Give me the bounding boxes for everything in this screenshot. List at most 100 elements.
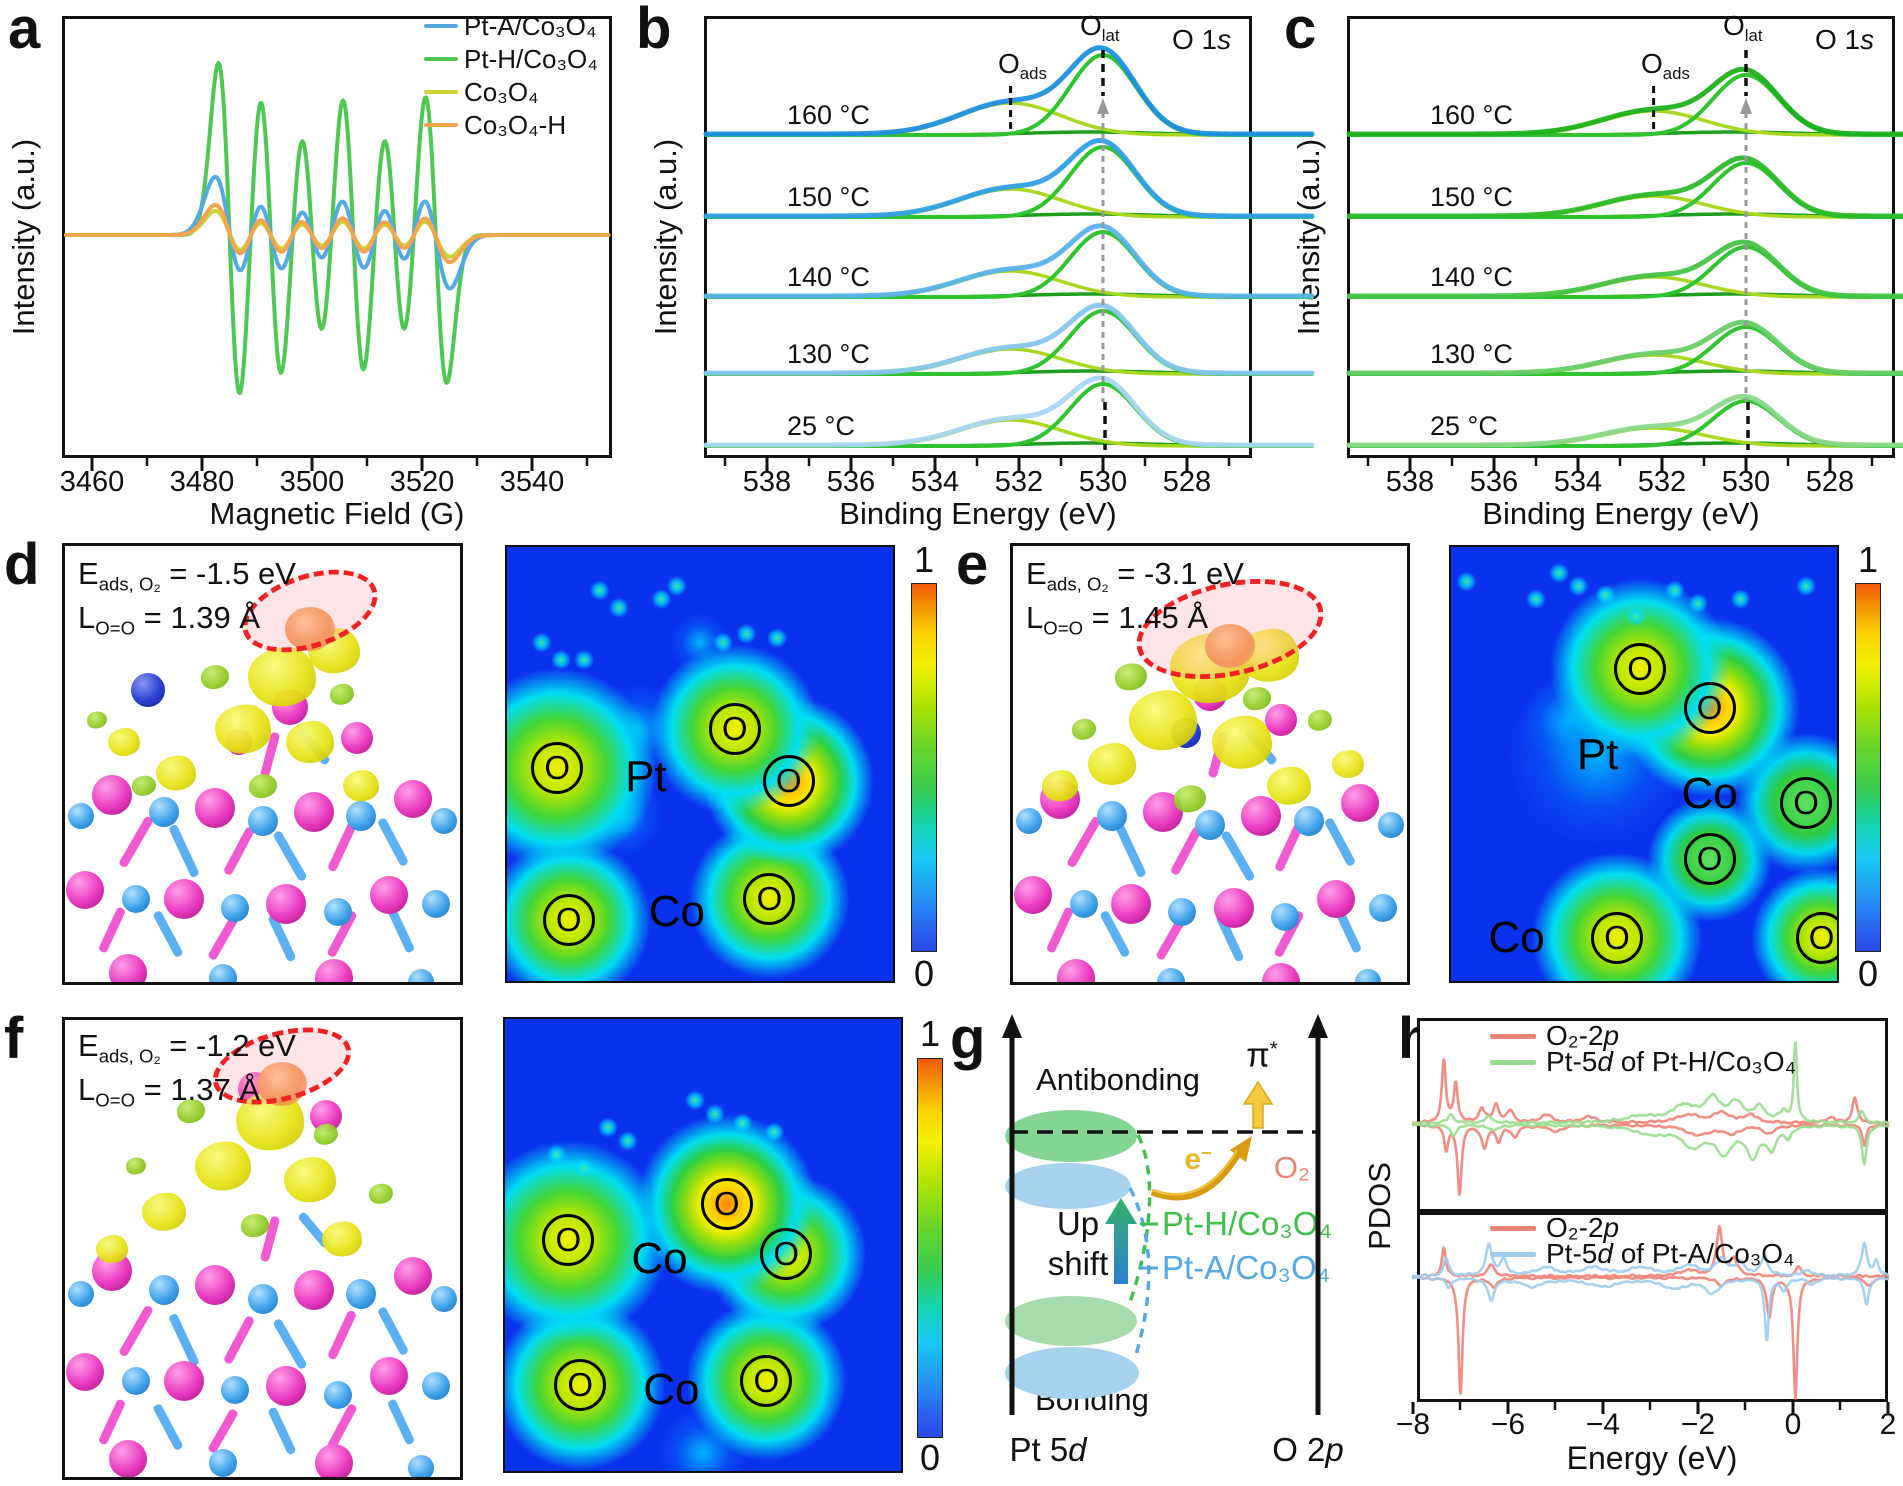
colorbar-min-label: 0 xyxy=(913,953,935,994)
charge-depletion-isosurface xyxy=(1243,686,1272,711)
panel-a-tick-label: 3460 xyxy=(59,466,125,498)
panel-e-charge-density-map: O O O O O O Pt Co Co xyxy=(1449,545,1839,983)
bond-stick xyxy=(222,826,255,877)
bond-stick xyxy=(151,1402,184,1451)
cobalt-blue-atom xyxy=(1096,801,1127,832)
charge-depletion-isosurface xyxy=(86,711,107,729)
up-shift-label-line1: Up xyxy=(1056,1205,1100,1242)
bond-stick xyxy=(207,1408,239,1455)
o2-label: O₂ xyxy=(1273,1150,1311,1185)
legend-item-label: Co₃O₄ xyxy=(464,77,539,107)
panel-b-tick-label: 534 xyxy=(910,466,960,498)
legend-line-swatch xyxy=(424,90,458,94)
pt-h-level-label: Pt-H/Co₃O₄ xyxy=(1162,1205,1332,1242)
element-label: Pt xyxy=(1576,730,1619,780)
colorbar-min-label: 0 xyxy=(919,1437,941,1478)
charge-depletion-isosurface xyxy=(1308,710,1333,731)
cobalt-blue-atom xyxy=(431,1285,458,1312)
panel-h-tick-label: 0 xyxy=(1784,1408,1802,1441)
panel-h-tick-label: −6 xyxy=(1490,1408,1526,1441)
cobalt-blue-atom xyxy=(407,969,434,982)
atom-circle-label: O xyxy=(700,1178,753,1231)
bond-stick xyxy=(1323,817,1357,868)
cobalt-blue-atom xyxy=(1168,898,1197,927)
atom-circle-label: O xyxy=(531,742,584,795)
legend-line-swatch xyxy=(1490,1060,1536,1065)
cobalt-blue-atom xyxy=(209,1449,237,1477)
panel-h-tick-label: 2 xyxy=(1879,1408,1897,1441)
legend-line-swatch xyxy=(424,57,458,61)
temperature-label: 140 °C xyxy=(1430,262,1513,292)
cobalt-magenta-atom xyxy=(195,787,236,828)
cobalt-blue-atom xyxy=(67,803,94,830)
charge-accumulation-isosurface xyxy=(1331,750,1364,778)
cobalt-magenta-atom xyxy=(1261,963,1300,982)
bond-stick xyxy=(267,1406,297,1456)
bond-stick xyxy=(118,1304,154,1358)
panel-c-tick-label: 534 xyxy=(1553,466,1603,498)
bond-stick xyxy=(1219,829,1256,882)
panel-letter-f: f xyxy=(4,1006,24,1071)
bond-length-value: LO=O = 1.39 Å xyxy=(78,600,261,639)
cobalt-magenta-atom xyxy=(163,1361,204,1402)
cobalt-blue-atom xyxy=(148,796,179,827)
pt-h-bonding-band xyxy=(1005,1296,1137,1346)
cobalt-magenta-atom xyxy=(266,1365,307,1406)
adsorbed-o2-molecule xyxy=(1204,624,1255,669)
charge-depletion-isosurface xyxy=(1174,785,1207,813)
up-shift-label-line2: shift xyxy=(1047,1245,1109,1282)
panel-c-y-axis-label: Intensity (a.u.) xyxy=(1291,138,1326,336)
atom-circle-label: O xyxy=(1683,833,1736,886)
panel-c-plot-box xyxy=(1347,16,1895,458)
charge-accumulation-isosurface xyxy=(343,770,380,802)
cobalt-blue-atom xyxy=(407,1454,434,1477)
cobalt-magenta-atom xyxy=(393,779,432,818)
atom-circle-label: O xyxy=(542,894,595,947)
charge-accumulation-isosurface xyxy=(141,1192,186,1232)
eads-value: Eads, O₂ = -3.1 eV xyxy=(1026,556,1244,595)
legend-item-label: O₂-2p xyxy=(1546,1212,1620,1243)
element-label: Co xyxy=(1681,769,1738,819)
cobalt-blue-atom xyxy=(148,1274,179,1305)
charge-accumulation-isosurface xyxy=(1087,743,1136,785)
panel-b-tick-label: 528 xyxy=(1162,466,1212,498)
o1s-label: O 1s xyxy=(1172,24,1232,55)
atom-circle-label: O xyxy=(1683,681,1736,734)
temperature-label: 140 °C xyxy=(787,262,870,292)
colorbar-max-label: 1 xyxy=(913,539,935,580)
charge-depletion-isosurface xyxy=(313,1124,338,1145)
pt-a-antibonding-band xyxy=(1005,1163,1131,1209)
adsorbed-o2-molecule xyxy=(284,606,335,651)
panel-h-y-axis-label: PDOS xyxy=(1362,1162,1397,1250)
cobalt-magenta-atom xyxy=(341,721,374,754)
legend-line-swatch xyxy=(1490,1034,1536,1039)
pt-5d-axis-label: Pt 5d xyxy=(1009,1431,1087,1468)
legend-item-label: Pt-H/Co₃O₄ xyxy=(464,44,598,74)
temperature-label: 130 °C xyxy=(1430,339,1513,369)
o-lat-label: Olat xyxy=(1080,10,1120,45)
panel-c-tick-label: 532 xyxy=(1637,466,1687,498)
charge-accumulation-isosurface xyxy=(195,1141,251,1191)
panel-letter-b: b xyxy=(636,0,672,61)
cobalt-blue-atom xyxy=(1069,889,1098,918)
cobalt-blue-atom xyxy=(247,805,278,836)
bond-stick xyxy=(1066,815,1102,869)
o-2p-axis-label: O 2p xyxy=(1272,1431,1344,1468)
panel-b-tick-label: 538 xyxy=(742,466,792,498)
charge-accumulation-isosurface xyxy=(1266,766,1311,806)
cobalt-blue-atom xyxy=(1195,810,1225,841)
bond-stick xyxy=(98,906,127,954)
panel-d-charge-density-map: O O O O O Pt Co xyxy=(505,545,895,983)
panel-a-tick-label: 3500 xyxy=(279,466,345,498)
pt-h-antibonding-band xyxy=(1005,1110,1137,1162)
bond-length-value: LO=O = 1.45 Å xyxy=(1026,600,1209,639)
atom-circle-label: O xyxy=(1614,642,1667,695)
element-label: Co xyxy=(643,1364,700,1414)
temperature-label: 25 °C xyxy=(1430,411,1498,441)
charge-depletion-isosurface xyxy=(1115,663,1148,691)
bond-stick xyxy=(376,1305,410,1356)
cobalt-blue-atom xyxy=(422,1371,451,1400)
cobalt-magenta-atom xyxy=(1013,875,1052,914)
cobalt-magenta-atom xyxy=(1317,880,1356,919)
